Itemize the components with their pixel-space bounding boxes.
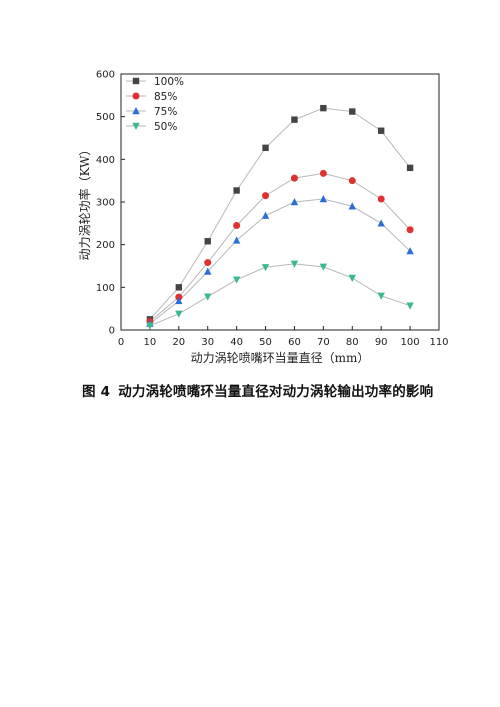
data-point xyxy=(232,276,241,284)
series-line-2 xyxy=(149,198,411,324)
data-point xyxy=(290,198,299,206)
data-point xyxy=(232,236,241,244)
data-point xyxy=(175,310,183,318)
x-tick-label: 110 xyxy=(429,337,448,348)
data-point xyxy=(348,177,356,185)
legend-marker xyxy=(132,122,140,130)
data-point xyxy=(377,195,385,203)
x-tick-label: 10 xyxy=(144,337,157,348)
data-point xyxy=(377,292,385,300)
data-point xyxy=(377,219,385,227)
data-point xyxy=(406,164,414,172)
x-tick-label: 90 xyxy=(375,337,388,348)
data-point xyxy=(290,260,299,268)
x-tick-label: 40 xyxy=(230,337,243,348)
y-tick-label: 600 xyxy=(96,70,115,81)
series-line-0 xyxy=(149,107,411,320)
x-tick-label: 50 xyxy=(259,337,272,348)
figure-caption-text: 动力涡轮喷嘴环当量直径对动力涡轮输出功率的影响 xyxy=(118,384,434,400)
data-point xyxy=(204,259,212,267)
series-line-1 xyxy=(149,172,411,322)
x-tick-label: 30 xyxy=(201,337,214,348)
data-point xyxy=(233,187,240,194)
legend-marker xyxy=(132,107,140,115)
y-tick-label: 200 xyxy=(96,240,115,251)
data-point xyxy=(319,263,328,271)
x-tick-label: 0 xyxy=(118,337,124,348)
x-tick-label: 20 xyxy=(172,337,185,348)
x-axis-label: 动力涡轮喷嘴环当量直径（mm） xyxy=(191,351,370,365)
data-point xyxy=(204,238,211,245)
data-point xyxy=(377,127,385,134)
legend-label: 75% xyxy=(154,106,177,118)
y-tick-label: 300 xyxy=(96,198,115,209)
data-point xyxy=(262,192,270,200)
data-point xyxy=(261,264,270,272)
y-tick-label: 400 xyxy=(96,155,115,166)
data-point xyxy=(406,247,414,255)
axes: 0 10 20 30 40 50 60 70 80 90 100 110 0 100 200 300 400 50… xyxy=(96,70,449,349)
data-point xyxy=(233,221,241,229)
legend-marker xyxy=(132,92,140,100)
data-point xyxy=(204,267,212,275)
data-point xyxy=(320,104,327,112)
chart: 0 10 20 30 40 50 60 70 80 90 100 110 0 100 200 300 400 50… xyxy=(77,70,449,366)
data-point xyxy=(175,284,183,291)
data-point xyxy=(319,169,327,177)
x-tick-label: 60 xyxy=(288,337,301,348)
legend-marker xyxy=(132,77,140,85)
y-tick-label: 0 xyxy=(109,326,115,337)
data-point xyxy=(348,274,356,282)
series-lines xyxy=(149,107,411,327)
data-point xyxy=(261,211,270,219)
data-point xyxy=(349,108,356,115)
legend-label: 50% xyxy=(154,121,177,133)
y-tick-label: 500 xyxy=(96,112,115,123)
data-point xyxy=(291,116,298,123)
figure-number: 图 4 xyxy=(82,384,111,400)
legend-label: 100% xyxy=(154,76,184,88)
y-axis-label: 动力涡轮功率（KW） xyxy=(77,144,92,261)
x-tick-label: 80 xyxy=(346,337,359,348)
series-markers xyxy=(146,104,414,330)
data-point xyxy=(146,322,154,330)
data-point xyxy=(348,202,356,210)
data-point xyxy=(262,144,269,152)
x-tick-label: 100 xyxy=(401,337,420,348)
legend-label: 85% xyxy=(154,91,177,103)
data-point xyxy=(319,195,328,203)
series-line-3 xyxy=(149,263,411,327)
data-point xyxy=(406,302,414,310)
figure-caption: 图 4 动力涡轮喷嘴环当量直径对动力涡轮输出功率的影响 xyxy=(82,380,433,400)
data-point xyxy=(290,174,298,182)
y-tick-label: 100 xyxy=(96,283,115,294)
x-tick-label: 70 xyxy=(317,337,330,348)
data-point xyxy=(175,296,183,305)
data-point xyxy=(406,226,414,234)
data-point xyxy=(204,293,212,301)
legend: 100% 85% 75% 50% xyxy=(126,76,184,133)
